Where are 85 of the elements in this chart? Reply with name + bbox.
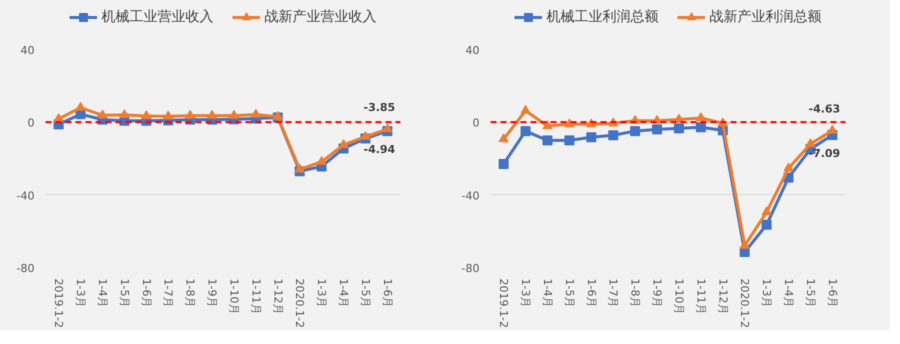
point	[762, 206, 772, 216]
point	[360, 131, 370, 140]
point	[250, 108, 261, 118]
x-tick-label: 2019.1-2	[497, 278, 510, 328]
point	[827, 124, 838, 134]
y-tick-label: -80	[462, 262, 480, 275]
point	[652, 124, 662, 134]
x-tick-label: 1-3月	[519, 278, 532, 308]
y-tick-label: -40	[16, 189, 34, 202]
point	[76, 102, 86, 111]
x-tick-label: 1-12月	[716, 278, 730, 314]
point	[119, 109, 130, 118]
y-tick-label: -40	[462, 189, 480, 202]
legend-label: 机械工业营业收入	[102, 8, 214, 26]
y-tick-label: -80	[16, 262, 34, 275]
x-tick-label: 1-8月	[184, 278, 197, 308]
point	[762, 220, 772, 230]
x-tick-label: 1-8月	[628, 278, 642, 308]
data-label: -4.94	[364, 143, 396, 156]
point	[228, 110, 239, 119]
x-tick-label: 1-9月	[206, 278, 219, 308]
point	[185, 110, 196, 119]
x-tick-label: 1-7月	[606, 278, 620, 308]
x-tick-label: 1-10月	[672, 278, 686, 314]
point	[674, 123, 684, 134]
x-tick-label: 1-10月	[227, 278, 240, 314]
x-tick-label: 1-3月	[315, 278, 328, 308]
y-tick-label: 0	[472, 116, 480, 130]
point	[564, 135, 574, 146]
x-tick-label: 1-11月	[249, 278, 262, 314]
point	[784, 162, 794, 172]
point	[696, 112, 706, 122]
x-tick-label: 1-9月	[650, 278, 664, 308]
x-tick-label: 1-5月	[118, 278, 131, 308]
point	[740, 240, 750, 249]
data-label: -3.85	[364, 101, 396, 114]
x-tick-label: 1-12月	[271, 278, 284, 314]
x-tick-label: 1-4月	[782, 278, 796, 308]
point	[564, 118, 574, 128]
x-tick-label: 2020.1-2	[293, 278, 306, 328]
point	[272, 111, 283, 120]
legend-label: 战新产业利润总额	[710, 8, 822, 26]
x-tick-label: 1-6月	[140, 278, 153, 308]
x-tick-label: 2020.1-2	[738, 278, 752, 328]
point	[696, 122, 706, 132]
x-tick-label: 1-6月	[826, 278, 839, 308]
point	[163, 110, 174, 120]
x-tick-label: 1-3月	[760, 278, 774, 308]
x-tick-label: 1-4月	[337, 278, 350, 308]
x-tick-label: 1-4月	[540, 278, 554, 308]
y-tick-label: 40	[20, 44, 35, 57]
x-tick-label: 1-11月	[694, 278, 708, 314]
point	[294, 164, 305, 172]
point	[520, 126, 531, 136]
point	[498, 133, 509, 142]
legend-label: 战新产业营业收入	[264, 8, 376, 26]
x-tick-label: 1-6月	[380, 278, 394, 308]
point	[97, 110, 108, 118]
x-tick-label: 1-7月	[162, 278, 175, 308]
x-tick-label: 2019.1-2	[52, 278, 66, 328]
x-tick-label: 1-4月	[96, 278, 109, 308]
point	[608, 130, 618, 140]
point	[542, 135, 552, 146]
point	[630, 126, 640, 136]
point	[498, 158, 509, 169]
x-tick-label: 1-5月	[562, 278, 576, 308]
data-label: -4.63	[808, 102, 840, 116]
point	[542, 120, 552, 130]
point	[586, 132, 596, 142]
data-label: -7.09	[808, 147, 840, 160]
point	[338, 139, 349, 148]
point	[382, 123, 392, 132]
point	[316, 156, 327, 165]
x-tick-label: 1-6月	[584, 278, 598, 308]
x-tick-label: 1-3月	[74, 278, 88, 308]
y-tick-label: 0	[28, 116, 34, 130]
y-tick-label: 40	[466, 44, 480, 57]
point	[805, 138, 816, 148]
point	[520, 105, 531, 114]
point	[207, 110, 218, 119]
x-tick-label: 1-5月	[358, 278, 372, 308]
legend-label: 机械工业利润总额	[546, 8, 658, 26]
point	[141, 110, 152, 120]
x-tick-label: 1-5月	[804, 278, 817, 308]
point	[54, 113, 64, 122]
